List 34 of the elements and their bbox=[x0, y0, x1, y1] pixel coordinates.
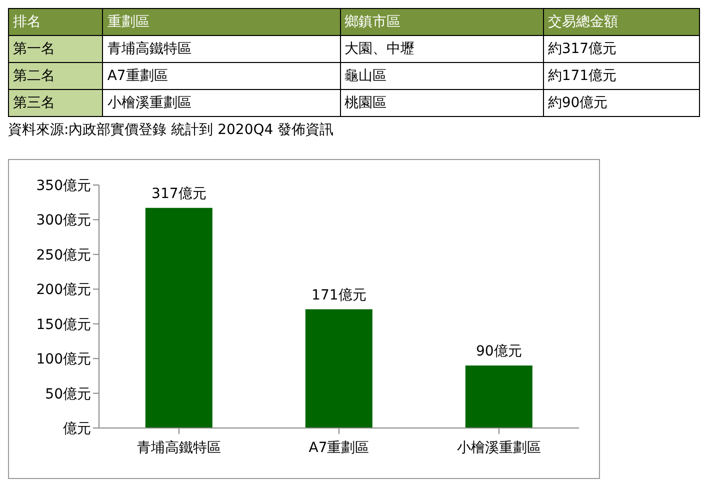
data-label: 171億元 bbox=[312, 287, 366, 304]
text: 約317億元 bbox=[543, 36, 700, 62]
x-tick-label: 青埔高鐵特區 bbox=[137, 440, 221, 456]
y-tick-label: 250億元 bbox=[36, 247, 91, 264]
source-note: 資料來源:內政部實價登錄 統計到 2020Q4 發佈資訊 bbox=[8, 121, 335, 139]
category-label: 鄉鎮市區 bbox=[340, 8, 544, 36]
text: 第二名 bbox=[8, 62, 103, 90]
y-tick-label: 億元 bbox=[63, 420, 91, 437]
y-tick-label: 50億元 bbox=[45, 386, 91, 402]
y-tick-label: 350億元 bbox=[36, 178, 91, 194]
text: 第三名 bbox=[8, 90, 103, 116]
data-label: 90億元 bbox=[476, 344, 522, 360]
text: 第一名 bbox=[8, 36, 103, 62]
x-tick-label: A7重劃區 bbox=[308, 440, 370, 456]
text: 大園、中壢 bbox=[340, 36, 544, 62]
text: 小檜溪重劃區 bbox=[102, 90, 340, 116]
text: 約90億元 bbox=[543, 90, 700, 116]
bar bbox=[145, 208, 212, 428]
bar bbox=[305, 309, 372, 428]
data-label: 317億元 bbox=[152, 186, 206, 202]
y-tick-label: 300億元 bbox=[36, 212, 91, 229]
category-label: 排名 bbox=[8, 8, 103, 36]
text: 約171億元 bbox=[543, 62, 700, 90]
text: 青埔高鐵特區 bbox=[102, 36, 340, 62]
text: 龜山區 bbox=[340, 62, 544, 90]
category-label: 交易總金額 bbox=[543, 8, 700, 36]
text: A7重劃區 bbox=[102, 62, 340, 90]
y-tick-label: 200億元 bbox=[36, 282, 91, 298]
x-tick-label: 小檜溪重劃區 bbox=[457, 440, 541, 456]
category-label: 重劃區 bbox=[102, 8, 340, 36]
y-tick-label: 100億元 bbox=[36, 352, 91, 368]
text: 桃園區 bbox=[340, 90, 544, 116]
y-tick-label: 150億元 bbox=[36, 316, 91, 333]
bar bbox=[465, 366, 532, 428]
